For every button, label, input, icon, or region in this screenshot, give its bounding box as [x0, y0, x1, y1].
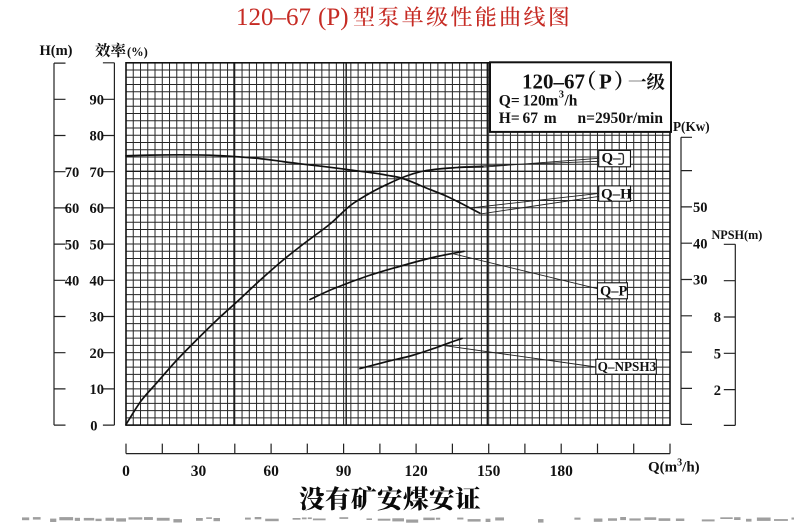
svg-text:Q–: Q– — [602, 151, 622, 167]
svg-text:Q–H: Q–H — [601, 187, 632, 203]
svg-text:10: 10 — [90, 382, 105, 398]
svg-text:(P): (P) — [318, 4, 349, 31]
svg-text:50: 50 — [90, 237, 105, 253]
svg-text:H(m): H(m) — [39, 43, 72, 59]
svg-text:70: 70 — [65, 165, 80, 181]
svg-text:Q=: Q= — [499, 93, 520, 110]
svg-text:n=2950r/min: n=2950r/min — [578, 110, 664, 127]
svg-text:60: 60 — [90, 201, 105, 217]
svg-text:30: 30 — [90, 310, 105, 326]
svg-text:/h: /h — [564, 93, 578, 110]
svg-text:60: 60 — [65, 201, 80, 217]
svg-text:70: 70 — [90, 165, 105, 181]
svg-text:20: 20 — [90, 346, 105, 362]
svg-text:30: 30 — [191, 463, 207, 480]
svg-text:40: 40 — [65, 274, 80, 290]
svg-text:m: m — [544, 110, 557, 127]
svg-text:0: 0 — [122, 463, 130, 480]
svg-text:8: 8 — [714, 310, 721, 326]
svg-text:67: 67 — [523, 110, 539, 127]
svg-text:40: 40 — [90, 274, 105, 290]
svg-text:2: 2 — [714, 383, 721, 399]
svg-text:120–67: 120–67 — [236, 4, 311, 31]
svg-text:90: 90 — [336, 463, 352, 480]
svg-text:120–67: 120–67 — [522, 70, 585, 94]
svg-text:3: 3 — [559, 90, 564, 101]
svg-text:50: 50 — [65, 237, 80, 253]
svg-text:m: m — [546, 93, 559, 110]
svg-text:H=: H= — [499, 110, 520, 127]
svg-text:5: 5 — [714, 347, 721, 363]
svg-text:30: 30 — [693, 273, 708, 289]
svg-text:Q(m3/h): Q(m3/h) — [648, 458, 700, 476]
svg-text:P(Kw): P(Kw) — [673, 119, 710, 134]
svg-text:80: 80 — [90, 129, 105, 145]
svg-text:0: 0 — [90, 418, 97, 434]
svg-text:120: 120 — [404, 463, 428, 480]
svg-text:Q–P: Q–P — [600, 283, 628, 299]
svg-text:180: 180 — [550, 463, 574, 480]
svg-text:150: 150 — [477, 463, 501, 480]
svg-text:NPSH(m): NPSH(m) — [712, 228, 763, 242]
svg-text:90: 90 — [90, 93, 105, 109]
svg-text:60: 60 — [263, 463, 279, 480]
svg-text:50: 50 — [693, 200, 708, 216]
svg-text:40: 40 — [693, 236, 708, 252]
svg-text:(%): (%) — [127, 45, 148, 59]
svg-text:P: P — [599, 70, 612, 94]
svg-text:120: 120 — [523, 93, 547, 110]
svg-text:Q–NPSH3: Q–NPSH3 — [598, 359, 657, 374]
